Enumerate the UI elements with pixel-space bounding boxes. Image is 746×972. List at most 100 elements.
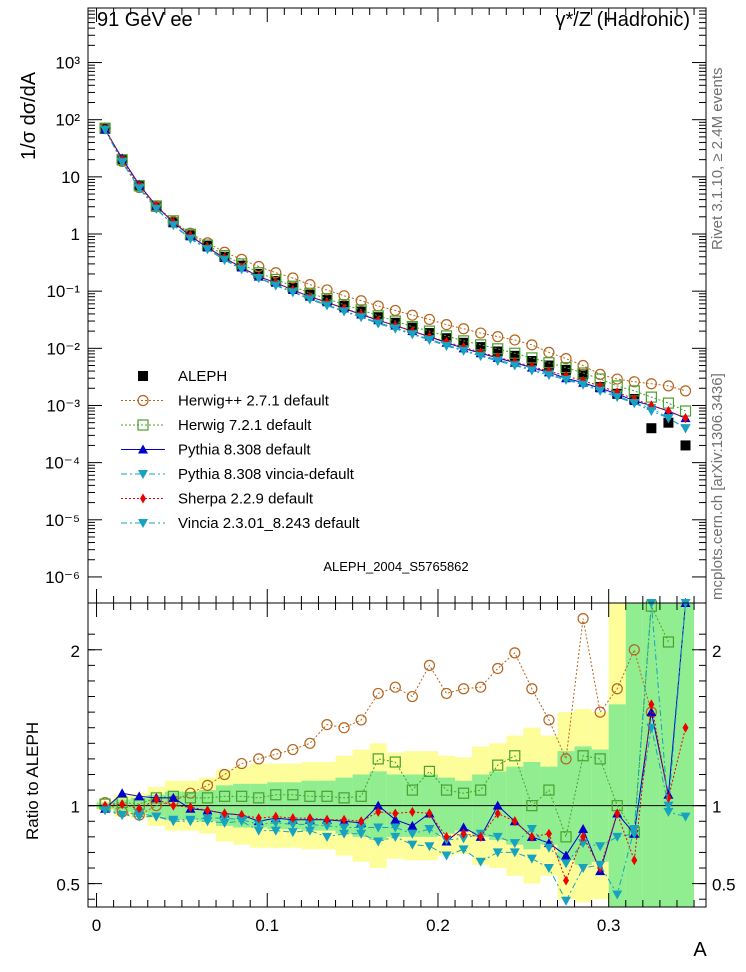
ratio-series-point-5-31 [629, 825, 640, 835]
main-series-point-6-22 [475, 352, 486, 362]
ratio-series-point-3-7 [219, 814, 230, 824]
main-series-point-6-27 [561, 375, 572, 385]
main-series-point-1-11 [287, 272, 299, 284]
ratio-series-point-2-21 [458, 822, 469, 832]
ratio-series-point-4-5 [187, 802, 194, 813]
main-series-point-1-33 [662, 380, 675, 392]
main-series-point-6-7 [219, 256, 230, 266]
main-series-point-1-21 [457, 323, 470, 335]
ratio-series-point-5-2 [134, 812, 145, 822]
ratio-series-point-3-13 [322, 821, 333, 831]
main-series-point-1-22 [475, 327, 487, 339]
main-series-point-0-22 [475, 342, 486, 353]
main-y-axis-label: 1/σ dσ/dA [18, 71, 40, 160]
ratio-series-point-0-23 [492, 662, 504, 675]
main-series-point-6-24 [509, 361, 520, 371]
ratio-series-point-1-25 [526, 800, 538, 812]
ratio-series-point-1-8 [236, 790, 248, 802]
ratio-series-point-4-7 [221, 808, 228, 819]
ratio-series-point-5-1 [117, 811, 128, 821]
ratio-series-point-0-24 [509, 647, 521, 659]
xtick-label-2: 0.2 [426, 916, 450, 935]
ratio-ytick-label-right-0: 0.5 [712, 876, 736, 895]
ratio-series-point-1-11 [287, 789, 299, 801]
ratio-series-point-5-6 [202, 817, 213, 827]
ratio-series-point-0-20 [440, 687, 453, 700]
ratio-series-point-5-17 [390, 832, 401, 842]
ratio-series-point-3-28 [578, 839, 589, 849]
main-series-point-6-10 [270, 281, 281, 291]
main-ytick-label-2: 10⁻⁴ [45, 454, 80, 473]
main-series-point-6-0 [100, 125, 111, 135]
main-series-point-6-2 [134, 184, 145, 194]
main-series-point-0-28 [578, 369, 589, 380]
ratio-series-point-5-18 [407, 840, 418, 850]
ratio-series-point-5-4 [168, 817, 179, 827]
ratio-series-point-1-23 [492, 759, 504, 771]
ratio-series-point-2-17 [390, 814, 401, 824]
ratio-series-point-0-14 [338, 722, 350, 734]
ratio-series-point-3-9 [253, 820, 264, 830]
ratio-series-point-4-18 [409, 806, 416, 817]
ratio-series-point-5-15 [356, 829, 367, 839]
ratio-series-point-0-29 [594, 706, 606, 718]
ratio-series-point-3-24 [509, 839, 520, 849]
ratio-series-line-0 [104, 618, 652, 816]
ratio-series-point-4-1 [119, 799, 126, 810]
ratio-series-point-5-7 [219, 818, 230, 828]
legend-marker-0 [138, 371, 148, 381]
header-right-label: γ*/Z (Hadronic) [556, 9, 690, 31]
ratio-series-point-1-16 [372, 753, 384, 765]
ratio-series-point-3-19 [424, 825, 435, 835]
ratio-series-point-5-26 [543, 864, 554, 874]
main-series-point-6-19 [424, 335, 435, 345]
main-series-point-6-16 [373, 319, 384, 329]
ratio-series-point-5-5 [185, 817, 196, 827]
ratio-series-point-3-21 [458, 834, 469, 844]
ratio-series-point-0-19 [423, 659, 436, 671]
main-series-point-6-6 [202, 245, 213, 255]
ratio-series-point-0-31 [628, 644, 640, 656]
ratio-series-point-2-16 [373, 800, 384, 810]
main-series-point-1-17 [389, 304, 401, 317]
main-series-point-1-19 [423, 313, 436, 326]
main-ytick-label-4: 10⁻² [46, 339, 80, 358]
main-series-point-1-28 [577, 359, 589, 372]
ratio-series-point-1-14 [338, 792, 350, 804]
ratio-series-point-5-23 [492, 848, 503, 858]
ratio-series-point-0-10 [270, 748, 282, 760]
main-series-point-1-9 [253, 260, 265, 273]
rivet-side-label: Rivet 3.1.10, ≥ 2.4M events [709, 68, 726, 251]
ratio-series-point-3-23 [492, 832, 503, 842]
ratio-ytick-label-0: 0.5 [56, 876, 80, 895]
ratio-series-line-4 [105, 704, 686, 882]
ratio-series-point-4-27 [563, 875, 570, 886]
ratio-series-point-3-18 [407, 829, 418, 839]
main-series-point-6-17 [390, 324, 401, 334]
legend-label-0: ALEPH [178, 368, 227, 385]
main-series-point-1-23 [492, 331, 504, 343]
ratio-series-point-4-16 [375, 806, 382, 817]
main-series-point-6-34 [680, 424, 691, 434]
main-series-point-1-12 [304, 279, 316, 291]
ratio-series-point-5-29 [595, 860, 606, 870]
main-series-point-6-23 [492, 356, 503, 366]
legend-label-4: Pythia 8.308 vincia-default [178, 466, 355, 483]
ratio-series-point-3-32 [646, 723, 657, 733]
ratio-series-point-4-25 [528, 831, 535, 842]
ratio-series-point-4-20 [443, 831, 450, 842]
main-series-point-6-20 [441, 341, 452, 351]
ratio-series-point-4-13 [324, 814, 331, 825]
main-series-point-0-34 [680, 440, 691, 451]
ratio-series-point-2-28 [578, 824, 589, 834]
ratio-series-point-5-25 [526, 854, 537, 864]
legend-label-6: Vincia 2.3.01_8.243 default [178, 515, 360, 532]
ratio-series-point-2-18 [407, 820, 418, 830]
ratio-ytick-label-right-1: 1 [712, 798, 721, 817]
ratio-series-point-4-31 [631, 855, 638, 866]
main-series-point-0-23 [492, 346, 503, 357]
ratio-series-point-5-13 [322, 832, 333, 842]
ratio-series-point-3-14 [339, 823, 350, 833]
ratio-series-point-0-30 [611, 683, 623, 695]
